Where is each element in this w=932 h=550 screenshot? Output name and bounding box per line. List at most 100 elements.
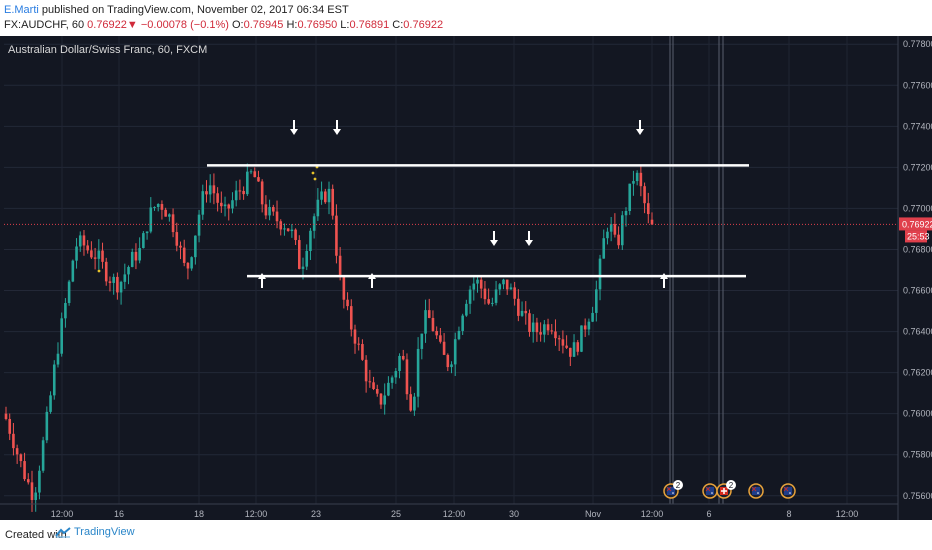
author-link[interactable]: E.Marti bbox=[4, 4, 39, 16]
candle-body bbox=[309, 230, 312, 251]
candle-body bbox=[223, 204, 227, 207]
x-tick-label: 12:00 bbox=[443, 509, 466, 519]
candle bbox=[491, 297, 494, 307]
candle bbox=[179, 241, 182, 260]
close-label: C: bbox=[392, 19, 404, 31]
candle-body bbox=[394, 371, 398, 378]
candle-body bbox=[476, 279, 479, 284]
candle bbox=[372, 376, 375, 391]
candle-body bbox=[502, 279, 505, 285]
candle-body bbox=[312, 216, 316, 231]
candle-body bbox=[606, 231, 609, 239]
candle bbox=[539, 322, 542, 342]
candle bbox=[587, 318, 591, 336]
candle bbox=[613, 213, 617, 238]
candle bbox=[517, 289, 520, 322]
candle bbox=[309, 227, 312, 261]
candle-body bbox=[461, 315, 464, 331]
candle bbox=[531, 314, 535, 343]
news-event-switzerland[interactable]: 2 bbox=[716, 480, 736, 499]
candle bbox=[112, 273, 115, 295]
candle-body bbox=[446, 354, 450, 368]
candle-body bbox=[424, 310, 427, 334]
candle bbox=[305, 244, 309, 271]
candle-body bbox=[472, 283, 476, 290]
candle bbox=[580, 325, 583, 353]
candle bbox=[156, 203, 160, 212]
candle-body bbox=[557, 338, 561, 340]
candle-body bbox=[650, 219, 654, 225]
flag-star bbox=[757, 492, 759, 494]
event-badge-count: 2 bbox=[729, 481, 734, 490]
pane-title: Australian Dollar/Swiss Franc, 60, FXCM bbox=[8, 44, 208, 56]
down-arrow-icon bbox=[636, 120, 644, 135]
x-tick-label: 12:00 bbox=[836, 509, 859, 519]
candle-body bbox=[145, 231, 149, 234]
candle bbox=[205, 180, 208, 203]
candle bbox=[535, 317, 539, 342]
news-event-australia[interactable] bbox=[748, 483, 764, 499]
news-event-australia[interactable] bbox=[702, 483, 718, 499]
candle-body bbox=[164, 209, 167, 217]
candle bbox=[543, 320, 546, 343]
arrow-head bbox=[525, 240, 533, 246]
candle bbox=[602, 229, 606, 259]
news-event-australia[interactable] bbox=[780, 483, 796, 499]
x-tick-label: 18 bbox=[194, 509, 204, 519]
signal-dot bbox=[311, 171, 315, 175]
candle bbox=[12, 422, 15, 456]
candle-body bbox=[134, 251, 138, 261]
candle bbox=[190, 256, 193, 271]
candle-body bbox=[505, 279, 509, 290]
candle bbox=[335, 204, 338, 264]
candle bbox=[294, 228, 297, 246]
candle-body bbox=[613, 224, 617, 235]
candle bbox=[320, 181, 323, 205]
candle bbox=[465, 299, 468, 317]
news-event-australia[interactable]: 2 bbox=[663, 480, 683, 499]
created-with-label: Created with bbox=[5, 529, 67, 541]
candle bbox=[171, 208, 175, 238]
candle bbox=[557, 335, 561, 351]
candle bbox=[242, 186, 245, 200]
candle bbox=[283, 223, 286, 236]
candle-body bbox=[242, 190, 245, 195]
candle-body bbox=[286, 228, 290, 232]
candle-body bbox=[272, 207, 275, 212]
candle bbox=[598, 254, 602, 301]
high-label: H: bbox=[286, 19, 298, 31]
candle-body bbox=[90, 250, 93, 258]
candle-body bbox=[86, 245, 89, 251]
candle bbox=[175, 222, 179, 252]
candle-body bbox=[26, 479, 30, 483]
candle-body bbox=[249, 171, 253, 173]
arrow-head bbox=[636, 129, 644, 135]
candle-body bbox=[331, 188, 335, 216]
flag-star bbox=[789, 492, 791, 494]
candle bbox=[620, 211, 624, 250]
candle bbox=[216, 187, 219, 212]
candle-body bbox=[220, 202, 223, 207]
candle-body bbox=[569, 347, 572, 357]
candle-body bbox=[130, 251, 134, 267]
grid bbox=[4, 36, 898, 504]
candle bbox=[383, 383, 386, 415]
tradingview-brand[interactable]: TradingView bbox=[55, 526, 135, 538]
candle-body bbox=[60, 318, 63, 354]
candle-body bbox=[8, 418, 12, 434]
candle bbox=[646, 192, 650, 224]
candle bbox=[468, 285, 472, 314]
candle bbox=[145, 231, 149, 240]
candle-body bbox=[45, 411, 49, 441]
candle bbox=[431, 310, 435, 332]
candle-body bbox=[171, 214, 175, 233]
signal-dot bbox=[313, 177, 317, 181]
flag-cross bbox=[721, 488, 727, 494]
